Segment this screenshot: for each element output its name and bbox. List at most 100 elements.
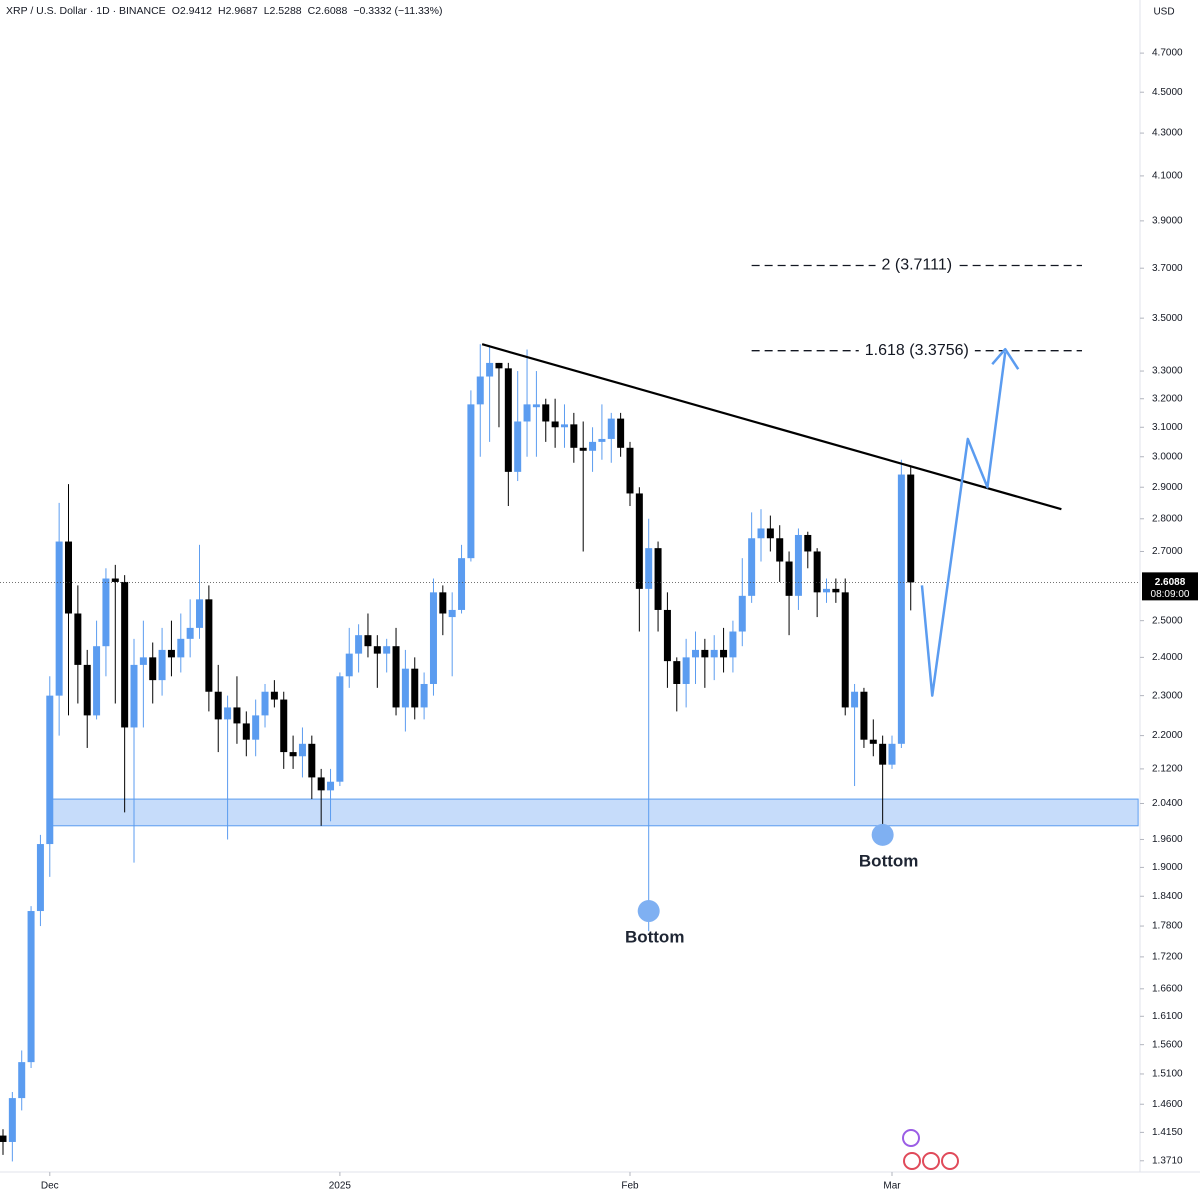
y-tick-label: 1.5100 bbox=[1152, 1069, 1183, 1080]
y-tick-label: 4.3000 bbox=[1152, 128, 1183, 139]
fib-label: 2 (3.7111) bbox=[882, 257, 953, 274]
header: XRP / U.S. Dollar · 1D · BINANCE O2.9412… bbox=[6, 5, 442, 17]
logo-dot bbox=[903, 1152, 921, 1170]
candle-body bbox=[373, 646, 381, 654]
candle-body bbox=[486, 362, 494, 377]
y-tick-label: 1.8400 bbox=[1152, 891, 1183, 902]
y-tick-label: 3.5000 bbox=[1152, 313, 1183, 324]
logo-dot bbox=[922, 1152, 940, 1170]
bottom-label: Bottom bbox=[625, 928, 684, 947]
candle-body bbox=[65, 541, 73, 614]
candle-body bbox=[214, 691, 222, 720]
candle-body bbox=[832, 588, 840, 593]
candle-body bbox=[542, 404, 550, 422]
logo-badge bbox=[902, 1129, 920, 1147]
candle-body bbox=[804, 534, 812, 552]
y-tick-label: 2.7000 bbox=[1152, 546, 1183, 557]
close-label: C2.6088 bbox=[307, 5, 348, 17]
candle-body bbox=[55, 541, 63, 696]
y-tick-label: 4.7000 bbox=[1152, 48, 1183, 59]
x-tick-label: Feb bbox=[621, 1181, 639, 1192]
logo-dot bbox=[941, 1152, 959, 1170]
candle-body bbox=[429, 592, 437, 684]
candle-body bbox=[851, 691, 859, 708]
candle-body bbox=[813, 551, 821, 593]
y-tick-label: 1.7800 bbox=[1152, 921, 1183, 932]
candle-body bbox=[879, 743, 887, 765]
candle-body bbox=[327, 781, 335, 791]
candle-body bbox=[439, 592, 447, 614]
candle-body bbox=[401, 668, 409, 708]
y-tick-label: 3.0000 bbox=[1152, 451, 1183, 462]
y-tick-label: 2.4000 bbox=[1152, 652, 1183, 663]
candle-body bbox=[177, 638, 185, 658]
candle-body bbox=[794, 534, 802, 596]
candle-body bbox=[280, 699, 288, 753]
low-label: L2.5288 bbox=[263, 5, 302, 17]
candle-body bbox=[261, 691, 269, 716]
candle-body bbox=[27, 911, 35, 1063]
candle-body bbox=[0, 1135, 7, 1142]
candle-body bbox=[663, 609, 671, 662]
candle-body bbox=[458, 558, 466, 610]
candle-body bbox=[242, 723, 250, 740]
projection-path bbox=[920, 352, 1007, 697]
candle-body bbox=[776, 538, 784, 562]
candle-body bbox=[186, 627, 194, 639]
candle-body bbox=[710, 649, 718, 658]
projection-arrowhead bbox=[991, 347, 1020, 370]
fib-label-bg bbox=[875, 256, 959, 274]
candle-body bbox=[448, 609, 456, 618]
candle-body bbox=[757, 528, 765, 539]
countdown-label: 08:09:00 bbox=[1151, 589, 1190, 600]
candle-body bbox=[691, 649, 699, 658]
candle-body bbox=[139, 657, 147, 665]
candle-body bbox=[729, 631, 737, 658]
candle-body bbox=[36, 844, 44, 912]
candle-body bbox=[476, 376, 484, 405]
candle-body bbox=[617, 418, 625, 448]
candle-body bbox=[626, 447, 634, 494]
bottom-marker bbox=[637, 900, 660, 923]
candle-body bbox=[589, 441, 597, 451]
candle-body bbox=[18, 1062, 26, 1099]
y-tick-label: 2.9000 bbox=[1152, 482, 1183, 493]
currency-label: USD bbox=[1153, 7, 1174, 18]
candle-body bbox=[252, 715, 260, 740]
fib-label: 1.618 (3.3756) bbox=[865, 342, 969, 359]
candle-body bbox=[607, 418, 615, 439]
x-tick-label: 2025 bbox=[329, 1181, 352, 1192]
candle-body bbox=[364, 635, 372, 647]
last-price-label: 2.6088 bbox=[1155, 577, 1186, 588]
candle-body bbox=[673, 661, 681, 684]
y-tick-label: 1.9000 bbox=[1152, 862, 1183, 873]
candle-body bbox=[149, 657, 157, 681]
candle-body bbox=[532, 404, 540, 408]
candle-body bbox=[570, 424, 578, 448]
candle-body bbox=[766, 528, 774, 539]
candle-body bbox=[121, 581, 129, 728]
candle-body bbox=[907, 474, 915, 583]
candle-body bbox=[420, 683, 428, 708]
candle-body bbox=[654, 548, 662, 610]
candle-body bbox=[514, 421, 522, 472]
y-tick-label: 3.2000 bbox=[1152, 393, 1183, 404]
candle-body bbox=[551, 421, 559, 428]
candle-body bbox=[645, 548, 653, 589]
y-tick-label: 2.1200 bbox=[1152, 764, 1183, 775]
candle-body bbox=[560, 424, 568, 428]
x-tick-label: Dec bbox=[41, 1181, 59, 1192]
candle-body bbox=[467, 404, 475, 559]
bottom-marker bbox=[871, 823, 894, 846]
candle-body bbox=[345, 653, 353, 677]
candle-body bbox=[46, 695, 54, 845]
high-label: H2.9687 bbox=[217, 5, 258, 17]
candle-body bbox=[8, 1098, 16, 1142]
candle-body bbox=[392, 646, 400, 708]
candle-body bbox=[83, 664, 91, 716]
candle-body bbox=[205, 599, 213, 692]
change-label: −0.3332 (−11.33%) bbox=[353, 5, 443, 17]
candle-body bbox=[93, 646, 101, 716]
candle-body bbox=[317, 777, 325, 791]
